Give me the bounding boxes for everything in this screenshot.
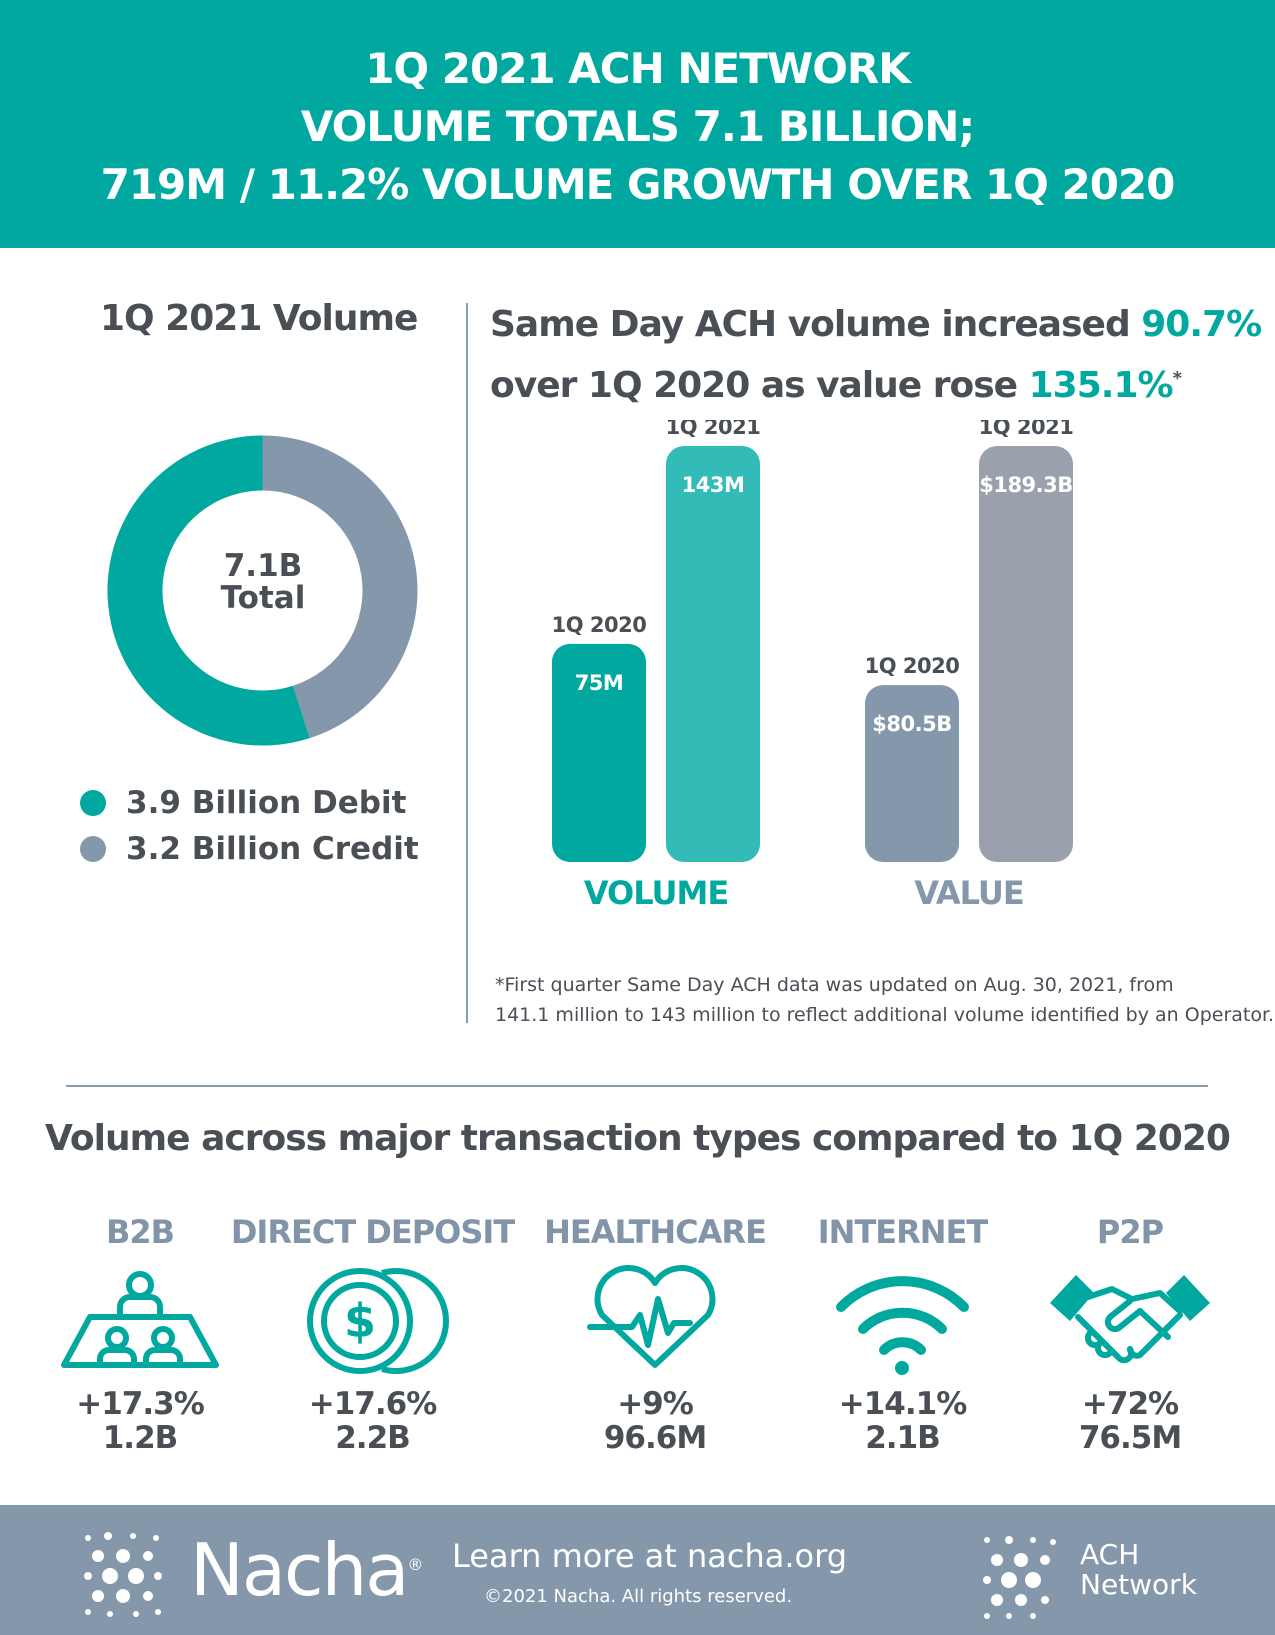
sdach-value-pct: 135.1% — [1028, 365, 1174, 406]
type-label-b2b: B2B — [105, 1213, 175, 1251]
donut-title: 1Q 2021 Volume — [100, 298, 418, 339]
bar-group-label-value: VALUE — [914, 874, 1023, 912]
heartbeat-icon — [587, 1265, 716, 1368]
donut-legend: 3.9 Billion Debit 3.2 Billion Credit — [80, 785, 419, 867]
sdach-bar-chart: 1Q 2020 75M 1Q 2021 143M VOLUME 1Q 2020 $80.5B… — [552, 420, 1074, 912]
transaction-types-title: Volume across major transaction types co… — [45, 1118, 1231, 1159]
ach-network-logo-mark — [983, 1536, 1056, 1619]
bar-value-label-value-1q2021: $189.3B — [979, 473, 1073, 497]
donut-center-caption: Total — [220, 580, 306, 616]
wifi-icon — [836, 1276, 969, 1375]
nacha-logo-mark — [84, 1532, 162, 1617]
type-volume-internet: 2.1B — [865, 1420, 941, 1456]
type-volume-healthcare: 96.6M — [603, 1420, 707, 1456]
bar-category-label-value-1q2020: 1Q 2020 — [865, 654, 960, 678]
type-label-healthcare: HEALTHCARE — [544, 1213, 767, 1251]
type-item-healthcare: HEALTHCARE +9% 96.6M — [540, 1213, 770, 1455]
type-item-direct-deposit: DIRECT DEPOSIT $ +17.6% 2.2B — [230, 1213, 515, 1455]
bar-value-1q2020 — [865, 685, 959, 862]
sdach-asterisk: * — [1172, 368, 1182, 389]
sdach-headline-text-2: over 1Q 2020 as value rose — [490, 365, 1029, 406]
headline-line-2: VOLUME TOTALS 7.1 BILLION; — [300, 102, 975, 151]
ach-network-line-2: Network — [1080, 1568, 1197, 1601]
legend-swatch-debit — [80, 790, 106, 816]
donut-slice-credit — [262, 435, 418, 739]
bar-category-label-volume-1q2020: 1Q 2020 — [552, 613, 647, 637]
vertical-divider — [466, 303, 468, 1023]
sdach-headline-text-1: Same Day ACH volume increased — [490, 304, 1142, 345]
registered-mark: ® — [407, 1555, 423, 1574]
ach-network-brand: ACH Network — [1080, 1540, 1197, 1600]
donut-center-value: 7.1B — [223, 548, 303, 584]
type-change-p2p: +72% — [1081, 1386, 1179, 1422]
learn-more-link[interactable]: Learn more at nacha.org — [452, 1537, 848, 1575]
legend-item-debit: 3.9 Billion Debit — [80, 785, 419, 821]
sdach-headline: Same Day ACH volume increased 90.7% over… — [490, 298, 1262, 413]
type-volume-direct-deposit: 2.2B — [335, 1420, 411, 1456]
legend-label-debit: 3.9 Billion Debit — [126, 785, 407, 821]
footer-bar — [0, 1505, 1275, 1635]
header-banner: 1Q 2021 ACH NETWORK VOLUME TOTALS 7.1 BI… — [0, 0, 1275, 248]
type-volume-b2b: 1.2B — [102, 1420, 179, 1456]
bar-value-1q2021 — [979, 446, 1073, 862]
type-volume-p2p: 76.5M — [1078, 1420, 1182, 1456]
bar-category-label-volume-1q2021: 1Q 2021 — [666, 420, 761, 439]
meeting-table-icon — [61, 1271, 219, 1368]
legend-swatch-credit — [80, 836, 106, 862]
bar-category-label-value-1q2021: 1Q 2021 — [979, 420, 1074, 439]
bar-value-label-volume-1q2020: 75M — [575, 671, 624, 695]
ach-network-line-1: ACH — [1080, 1538, 1140, 1571]
handshake-icon — [1050, 1275, 1210, 1364]
type-item-internet: INTERNET +14.1% 2.1B — [800, 1213, 1005, 1455]
nacha-wordmark: Nacha — [190, 1528, 409, 1612]
type-item-b2b: B2B +17.3% 1.2B — [50, 1213, 230, 1455]
footnote-line-2: 141.1 million to 143 million to reflect … — [495, 1004, 1275, 1026]
svg-text:$: $ — [344, 1294, 376, 1348]
nacha-brand: Nacha® — [190, 1528, 423, 1612]
donut-center-label: 7.1B Total — [188, 550, 338, 614]
horizontal-divider — [66, 1085, 1208, 1087]
type-change-b2b: +17.3% — [76, 1386, 205, 1422]
copyright-notice: ©2021 Nacha. All rights reserved. — [484, 1586, 793, 1607]
footnote-line-1: *First quarter Same Day ACH data was upd… — [495, 974, 1174, 996]
bar-value-label-volume-1q2021: 143M — [682, 473, 745, 497]
type-label-p2p: P2P — [1096, 1213, 1164, 1251]
bar-group-label-volume: VOLUME — [584, 874, 728, 912]
sdach-footnote: *First quarter Same Day ACH data was upd… — [495, 970, 1274, 1030]
type-change-healthcare: +9% — [617, 1386, 694, 1422]
bar-volume-1q2020 — [552, 643, 646, 862]
bar-volume-1q2021 — [666, 446, 760, 862]
volume-donut-chart — [107, 435, 418, 746]
dollar-coins-icon: $ — [307, 1268, 449, 1374]
type-label-direct-deposit: DIRECT DEPOSIT — [230, 1213, 515, 1251]
headline-line-1: 1Q 2021 ACH NETWORK — [365, 44, 911, 93]
type-item-p2p: P2P +72% 76.5M — [1040, 1213, 1220, 1455]
bar-value-label-value-1q2020: $80.5B — [872, 712, 951, 736]
type-change-direct-deposit: +17.6% — [308, 1386, 438, 1422]
legend-label-credit: 3.2 Billion Credit — [126, 831, 419, 867]
type-change-internet: +14.1% — [838, 1386, 968, 1422]
legend-item-credit: 3.2 Billion Credit — [80, 831, 419, 867]
sdach-volume-pct: 90.7% — [1141, 304, 1262, 345]
donut-slice-debit — [107, 435, 310, 746]
type-label-internet: INTERNET — [817, 1213, 988, 1251]
headline-line-3: 719M / 11.2% VOLUME GROWTH OVER 1Q 2020 — [100, 160, 1176, 209]
